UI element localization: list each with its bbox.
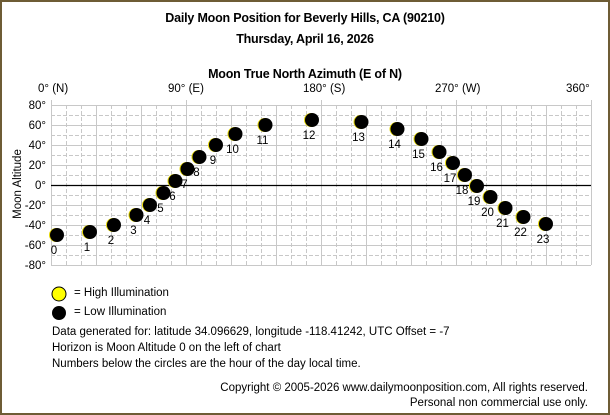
- chart-title: Daily Moon Position for Beverly Hills, C…: [165, 11, 445, 25]
- svg-text:2: 2: [108, 235, 114, 247]
- moon-point: 6: [167, 174, 183, 203]
- x-axis-title: Moon True North Azimuth (E of N): [208, 67, 402, 81]
- moon-point: 22: [514, 210, 531, 239]
- moon-point: 19: [468, 179, 484, 208]
- svg-text:9: 9: [210, 155, 216, 167]
- info-numbers: Numbers below the circles are the hour o…: [52, 358, 361, 370]
- svg-text:12: 12: [303, 130, 316, 142]
- svg-text:1: 1: [84, 242, 90, 254]
- moon-point: 4: [142, 198, 157, 227]
- svg-text:14: 14: [388, 139, 401, 151]
- svg-text:8: 8: [193, 167, 199, 179]
- grid-lines: [51, 100, 592, 266]
- svg-text:60°: 60°: [29, 120, 46, 132]
- low-illumination-icon: [52, 306, 66, 320]
- moon-point: 18: [456, 168, 472, 197]
- svg-text:21: 21: [496, 218, 509, 230]
- moon-point: 10: [226, 127, 243, 156]
- usage-note: Personal non commercial use only.: [409, 397, 588, 409]
- moon-point: 9: [208, 138, 223, 167]
- svg-text:40°: 40°: [29, 140, 46, 152]
- svg-text:-20°: -20°: [25, 200, 46, 212]
- moon-point: 11: [257, 118, 273, 147]
- svg-text:-60°: -60°: [25, 240, 46, 252]
- chart-date: Thursday, April 16, 2026: [236, 32, 374, 46]
- svg-text:6: 6: [169, 191, 175, 203]
- moon-point: 16: [430, 145, 447, 174]
- svg-text:3: 3: [130, 225, 136, 237]
- x-tick-360: 360°: [566, 83, 590, 95]
- svg-text:7: 7: [181, 179, 187, 191]
- svg-text:0°: 0°: [35, 180, 46, 192]
- svg-text:20°: 20°: [29, 160, 46, 172]
- legend-high: = High Illumination: [74, 287, 169, 299]
- moon-point: 1: [82, 225, 97, 254]
- moon-point: 13: [352, 115, 369, 144]
- moon-point: 12: [303, 113, 319, 142]
- moon-point: 15: [412, 132, 429, 161]
- svg-text:15: 15: [412, 149, 425, 161]
- svg-text:80°: 80°: [29, 100, 46, 112]
- svg-text:20: 20: [481, 207, 494, 219]
- legend-low: = Low Illumination: [74, 306, 167, 318]
- moon-point: 2: [106, 218, 121, 247]
- info-location: Data generated for: latitude 34.096629, …: [52, 326, 450, 338]
- moon-point: 5: [155, 186, 171, 215]
- moon-point: 23: [537, 217, 553, 246]
- moon-point: 14: [388, 122, 405, 151]
- svg-text:0: 0: [51, 245, 57, 257]
- moon-point: 17: [444, 156, 460, 185]
- x-tick-90: 90° (E): [168, 83, 204, 95]
- x-tick-0: 0° (N): [38, 83, 69, 95]
- svg-text:4: 4: [144, 215, 151, 227]
- svg-text:11: 11: [257, 135, 269, 147]
- info-horizon: Horizon is Moon Altitude 0 on the left o…: [52, 342, 281, 354]
- svg-text:22: 22: [514, 227, 527, 239]
- moon-point: 7: [179, 162, 195, 191]
- svg-text:17: 17: [444, 173, 457, 185]
- svg-text:13: 13: [352, 132, 365, 144]
- svg-text:-40°: -40°: [25, 220, 46, 232]
- moon-point: 3: [128, 208, 144, 237]
- svg-text:16: 16: [430, 162, 443, 174]
- svg-text:5: 5: [157, 203, 163, 215]
- x-tick-270: 270° (W): [435, 83, 481, 95]
- copyright: Copyright © 2005-2026 www.dailymoonposit…: [220, 382, 588, 394]
- svg-text:23: 23: [537, 234, 550, 246]
- svg-text:-80°: -80°: [25, 260, 46, 272]
- svg-text:10: 10: [226, 144, 239, 156]
- legend-icons: [51, 286, 67, 320]
- svg-text:19: 19: [468, 196, 481, 208]
- svg-text:18: 18: [456, 185, 469, 197]
- y-tick-labels: 80° 60° 40° 20° 0° -20° -40° -60° -80°: [25, 100, 46, 272]
- moon-point: 21: [496, 201, 513, 230]
- moon-point: 20: [481, 190, 498, 219]
- moon-point: 8: [191, 150, 207, 179]
- high-illumination-icon: [51, 286, 67, 302]
- x-tick-180: 180° (S): [303, 83, 346, 95]
- moon-point: 0: [49, 228, 64, 257]
